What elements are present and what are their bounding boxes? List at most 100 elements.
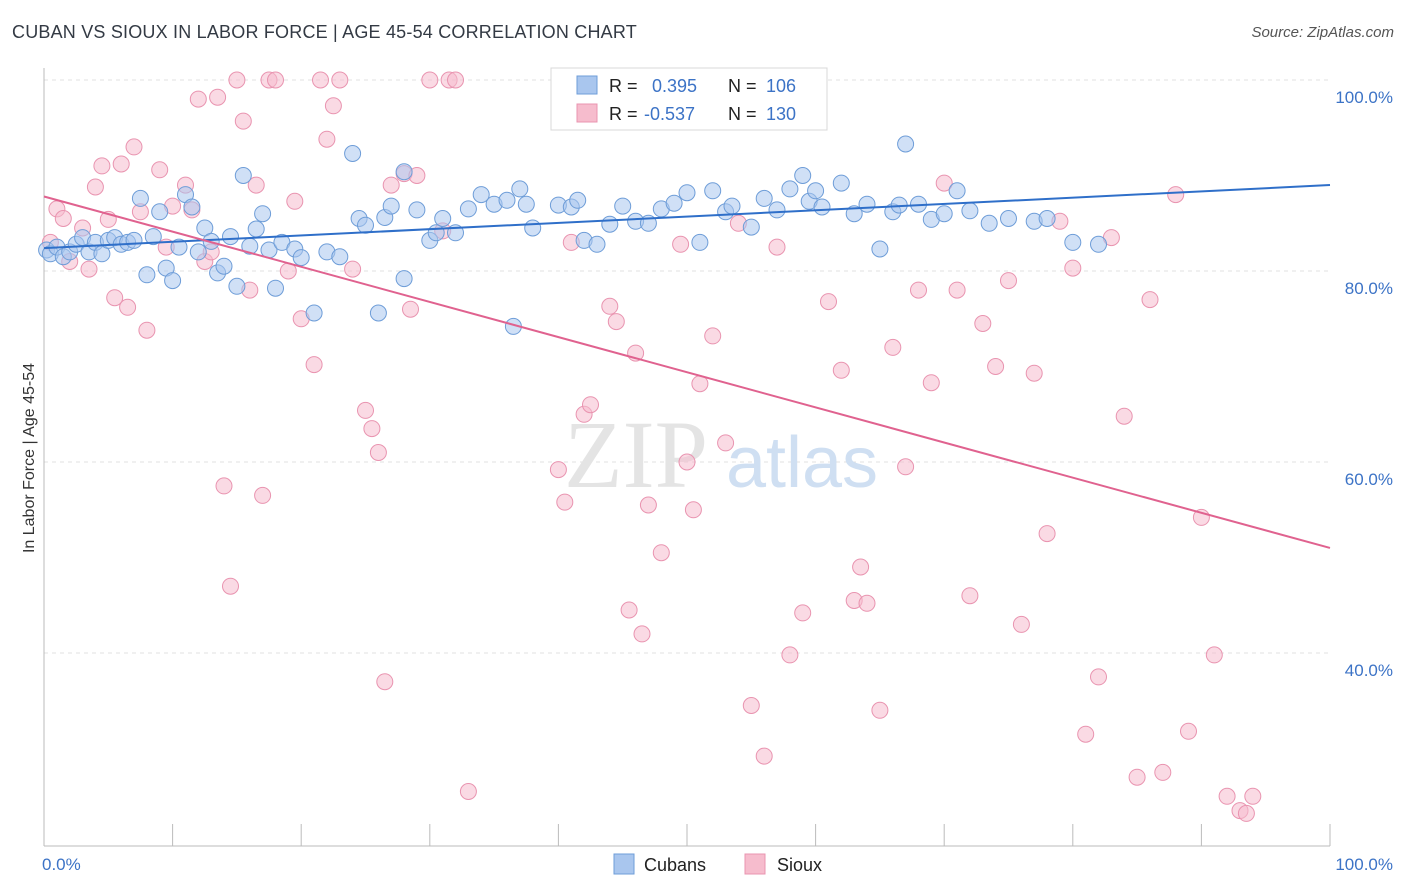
y-tick-label-100: 100.0% (1335, 88, 1393, 107)
cubans-point-59 (498, 191, 516, 209)
sioux-point-20 (189, 90, 207, 108)
sioux-point-60 (601, 297, 619, 315)
sioux-point-36 (305, 356, 323, 374)
sioux-point-105 (1128, 768, 1146, 786)
legend-r-label-sioux: R = (609, 104, 638, 124)
sioux-point-59 (582, 396, 599, 414)
sioux-point-96 (1012, 615, 1030, 633)
legend-n-value-sioux: 130 (766, 104, 796, 124)
cubans-point-18 (151, 203, 169, 221)
bottom-legend-swatch-sioux (744, 853, 766, 875)
legend-r-value-cubans: 0.395 (652, 76, 697, 96)
sioux-point-91 (948, 281, 966, 299)
cubans-point-61 (511, 180, 529, 198)
cubans-point-98 (948, 182, 966, 200)
cubans-point-50 (395, 270, 413, 288)
cubans-point-88 (832, 174, 850, 192)
cubans-point-24 (189, 243, 207, 261)
sioux-point-90 (935, 174, 953, 192)
sioux-point-107 (1154, 763, 1172, 781)
bottom-legend-label-sioux: Sioux (777, 855, 822, 875)
sioux-point-94 (987, 358, 1005, 375)
cubans-point-17 (144, 228, 162, 246)
sioux-point-54 (459, 783, 477, 800)
cubans-point-100 (980, 214, 998, 232)
cubans-point-105 (1090, 235, 1107, 253)
sioux-point-32 (267, 71, 284, 89)
cubans-point-94 (897, 135, 915, 153)
cubans-point-89 (845, 205, 863, 223)
sioux-point-55 (549, 461, 567, 479)
sioux-point-76 (768, 238, 786, 256)
sioux-point-65 (639, 496, 657, 514)
sioux-point-45 (376, 673, 394, 691)
legend-r-value-sioux: -0.537 (644, 104, 695, 124)
sioux-point-102 (1090, 668, 1107, 686)
cubans-point-101 (1000, 210, 1017, 227)
legend-swatch-sioux (576, 103, 598, 123)
x-ticks (43, 824, 1331, 846)
legend-r-label-cubans: R = (609, 76, 638, 96)
chart-title: CUBAN VS SIOUX IN LABOR FORCE | AGE 45-5… (12, 22, 637, 42)
sioux-point-115 (1244, 787, 1262, 805)
cubans-point-46 (369, 304, 387, 322)
sioux-point-83 (852, 558, 870, 576)
cubans-point-79 (723, 197, 741, 215)
sioux-point-101 (1077, 725, 1095, 743)
sioux-point-80 (820, 293, 837, 311)
sioux-point-15 (151, 161, 169, 179)
cubans-point-87 (813, 198, 831, 216)
cubans-point-83 (781, 180, 799, 198)
cubans-point-77 (704, 182, 722, 200)
sioux-point-98 (1038, 525, 1056, 543)
cubans-point-63 (524, 219, 542, 237)
sioux-point-71 (704, 327, 722, 345)
cubans-point-16 (138, 266, 156, 284)
gridlines (44, 79, 1330, 654)
sioux-point-84 (858, 594, 876, 612)
sioux-point-34 (286, 192, 304, 210)
sioux-point-30 (254, 486, 272, 504)
sioux-point-39 (324, 97, 342, 115)
sioux-point-44 (369, 444, 387, 461)
sioux-point-37 (312, 71, 329, 89)
sioux-point-75 (755, 747, 773, 765)
cubans-point-90 (858, 195, 876, 213)
cubans-point-36 (267, 279, 284, 297)
cubans-point-28 (215, 257, 233, 275)
legend-n-value-cubans: 106 (766, 76, 796, 96)
sioux-point-64 (633, 625, 651, 643)
sioux-point-92 (961, 587, 979, 605)
cubans-point-76 (691, 233, 709, 251)
sioux-point-114 (1237, 804, 1255, 822)
legend-n-label-sioux: N = (728, 104, 757, 124)
bottom-legend-label-cubans: Cubans (644, 855, 706, 875)
cubans-point-86 (807, 182, 825, 200)
sioux-point-2 (54, 210, 72, 227)
sioux-points (41, 71, 1262, 822)
sioux-point-41 (344, 260, 362, 278)
cubans-trend-line (43, 184, 1331, 250)
sioux-point-40 (331, 71, 349, 89)
cubans-point-15 (131, 189, 149, 207)
sioux-point-23 (209, 88, 227, 106)
source-credit: Source: ZipAtlas.com (1251, 24, 1394, 41)
bottom-legend-swatch-cubans (613, 853, 635, 875)
x-tick-label-min: 0.0% (42, 855, 81, 874)
y-tick-label-80: 80.0% (1345, 279, 1393, 298)
sioux-point-68 (678, 453, 696, 471)
sioux-point-85 (871, 701, 889, 719)
sioux-point-112 (1218, 787, 1236, 805)
sioux-point-95 (1000, 272, 1017, 290)
cubans-point-43 (344, 145, 362, 162)
sioux-point-24 (215, 477, 233, 495)
cubans-point-48 (382, 197, 400, 215)
sioux-point-50 (421, 71, 439, 89)
sioux-point-5 (80, 260, 98, 278)
sioux-point-106 (1141, 291, 1159, 309)
cubans-point-30 (228, 277, 246, 295)
cubans-point-104 (1064, 233, 1082, 251)
legend-swatch-cubans (576, 75, 598, 95)
sioux-point-66 (652, 544, 670, 562)
